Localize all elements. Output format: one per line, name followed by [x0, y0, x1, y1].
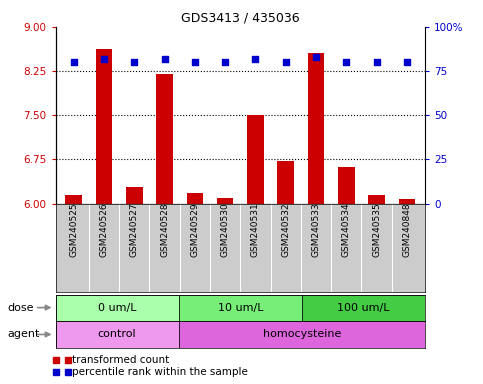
Text: homocysteine: homocysteine: [263, 329, 341, 339]
Text: percentile rank within the sample: percentile rank within the sample: [72, 367, 248, 377]
Text: agent: agent: [7, 329, 40, 339]
Text: 0 um/L: 0 um/L: [98, 303, 136, 313]
Text: control: control: [98, 329, 136, 339]
Bar: [65, 195, 82, 204]
Point: [70, 59, 78, 65]
Point: [191, 59, 199, 65]
Bar: [179, 321, 425, 348]
Bar: [302, 295, 425, 321]
Point: [282, 59, 290, 65]
Bar: [56, 295, 179, 321]
Point: [342, 59, 350, 65]
Bar: [96, 49, 113, 204]
Bar: [338, 167, 355, 204]
Text: 10 um/L: 10 um/L: [217, 303, 263, 313]
Bar: [368, 195, 385, 204]
Point: [130, 59, 138, 65]
Bar: [156, 74, 173, 204]
Text: transformed count: transformed count: [72, 355, 170, 365]
Bar: [398, 199, 415, 204]
Point: [161, 56, 169, 62]
Point: [403, 59, 411, 65]
Bar: [126, 187, 142, 204]
Point: [100, 56, 108, 62]
Bar: [186, 193, 203, 204]
Point: [312, 54, 320, 60]
Bar: [56, 321, 179, 348]
Title: GDS3413 / 435036: GDS3413 / 435036: [181, 11, 299, 24]
Bar: [247, 115, 264, 204]
Point: [221, 59, 229, 65]
Point: [373, 59, 381, 65]
Bar: [277, 161, 294, 204]
Bar: [179, 295, 302, 321]
Text: 100 um/L: 100 um/L: [337, 303, 390, 313]
Bar: [308, 53, 325, 204]
Bar: [217, 198, 233, 204]
Point: [252, 56, 259, 62]
Text: dose: dose: [7, 303, 34, 313]
